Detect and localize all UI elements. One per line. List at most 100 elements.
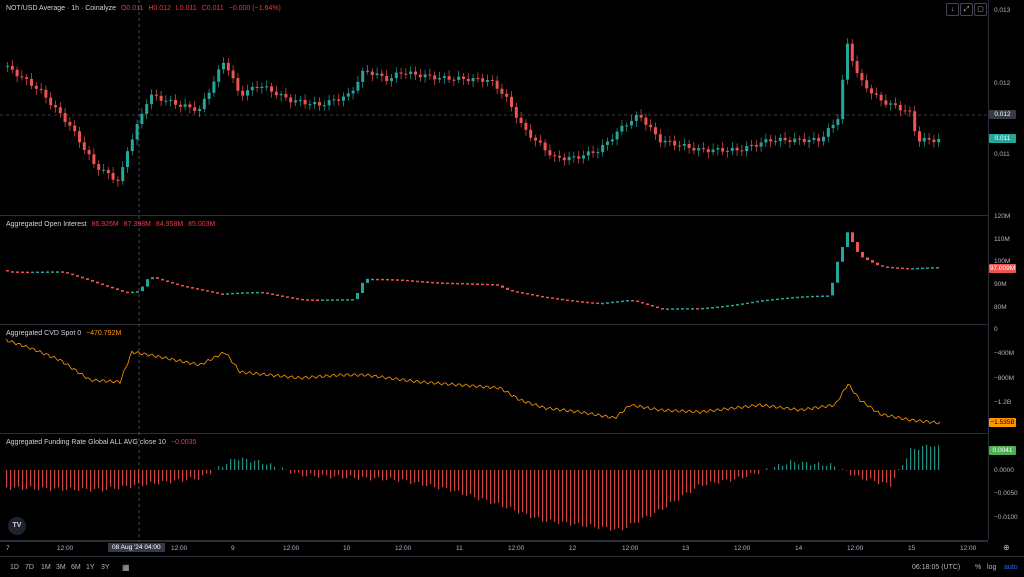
funding-bar [598, 470, 599, 529]
price-candle [246, 90, 249, 95]
price-candle [572, 156, 575, 157]
oi-candle [786, 298, 789, 300]
oi-candle [936, 267, 939, 269]
oi-candle [16, 271, 19, 273]
funding-bar [822, 465, 823, 470]
funding-bar [614, 470, 615, 529]
range-1d-button[interactable]: 1D [10, 564, 19, 571]
price-candle [251, 87, 254, 90]
funding-bar [486, 470, 487, 500]
oi-candle [611, 302, 614, 304]
oi-candle [926, 267, 929, 269]
funding-bar [238, 460, 239, 470]
range-1m-button[interactable]: 1M [41, 564, 51, 571]
funding-bar [774, 467, 775, 470]
price-candle [404, 74, 407, 75]
price-candle [438, 78, 441, 79]
time-label: 12:00 [622, 545, 638, 552]
oi-candle [296, 298, 299, 300]
crosshair-price-tag: 0.012 [989, 110, 1016, 119]
range-1y-button[interactable]: 1Y [86, 564, 95, 571]
funding-bar [718, 470, 719, 484]
price-candle [784, 138, 787, 140]
price-candle [932, 140, 935, 143]
range-3m-button[interactable]: 3M [56, 564, 66, 571]
tradingview-logo[interactable]: TV [8, 517, 26, 535]
oi-candle [726, 305, 729, 307]
oi-candle [696, 308, 699, 310]
oi-candle [806, 296, 809, 298]
price-candle [793, 139, 796, 142]
oi-candle [456, 283, 459, 285]
funding-bar [554, 470, 555, 522]
funding-bar [730, 470, 731, 482]
oi-candle [286, 296, 289, 298]
price-candle [836, 119, 839, 125]
time-axis-settings-icon[interactable]: ⊕ [1003, 543, 1010, 552]
collapse-pane-button[interactable]: ↓ [946, 3, 959, 16]
cvd-tick: 0 [994, 326, 998, 333]
clock-time[interactable]: 06:18:05 (UTC) [912, 564, 960, 571]
funding-bar [418, 470, 419, 482]
oi-candle [736, 304, 739, 306]
price-candle [630, 121, 633, 125]
time-label: 7 [6, 545, 10, 552]
price-candle [510, 97, 513, 107]
oi-tick: 80M [994, 304, 1007, 311]
funding-bar [130, 470, 131, 488]
range-6m-button[interactable]: 6M [71, 564, 81, 571]
range-7d-button[interactable]: 7D [25, 564, 34, 571]
funding-bar [698, 470, 699, 484]
price-candle [280, 94, 283, 95]
restore-pane-button[interactable]: ▢ [974, 3, 987, 16]
cvd-tick: −1.2B [994, 399, 1011, 406]
funding-bar [90, 470, 91, 492]
funding-bar [254, 461, 255, 470]
price-candle [212, 82, 215, 93]
funding-bar [358, 470, 359, 480]
funding-bar [174, 470, 175, 481]
funding-bar [786, 465, 787, 470]
price-candle [284, 94, 287, 97]
range-3y-button[interactable]: 3Y [101, 564, 110, 571]
price-candle [395, 73, 398, 79]
oi-candle [61, 271, 64, 273]
price-candle [428, 74, 431, 75]
funding-bar [778, 464, 779, 470]
price-candle [611, 139, 614, 141]
price-candle [409, 72, 412, 75]
funding-bar [590, 470, 591, 524]
funding-bar [290, 470, 291, 474]
auto-toggle[interactable]: auto [1004, 564, 1018, 571]
oi-candle [836, 262, 839, 283]
maximize-pane-button[interactable]: ⤢ [960, 3, 973, 16]
oi-candle [141, 287, 144, 292]
funding-bar [934, 446, 935, 470]
oi-candle [731, 305, 734, 307]
log-toggle[interactable]: log [987, 564, 996, 571]
funding-bar [594, 470, 595, 527]
funding-bar [866, 470, 867, 481]
funding-bar [674, 470, 675, 501]
funding-bar [270, 463, 271, 470]
percent-toggle[interactable]: % [975, 564, 981, 571]
price-candle [193, 107, 196, 111]
price-candle [371, 72, 374, 76]
date-range-icon[interactable]: ▦ [122, 563, 130, 572]
price-candle [880, 95, 883, 101]
oi-candle [361, 283, 364, 293]
price-candle [937, 139, 940, 142]
last-price-tag: 0.011 [989, 134, 1016, 143]
price-candle [25, 77, 28, 79]
funding-bar [186, 470, 187, 480]
price-candle [275, 92, 278, 95]
oi-candle [221, 293, 224, 295]
funding-bar [242, 458, 243, 470]
funding-bar [514, 470, 515, 510]
time-label: 12:00 [283, 545, 299, 552]
funding-bar [694, 470, 695, 489]
funding-bar [702, 470, 703, 486]
oi-candle [326, 299, 329, 301]
funding-bar [66, 470, 67, 490]
oi-candle [596, 303, 599, 305]
